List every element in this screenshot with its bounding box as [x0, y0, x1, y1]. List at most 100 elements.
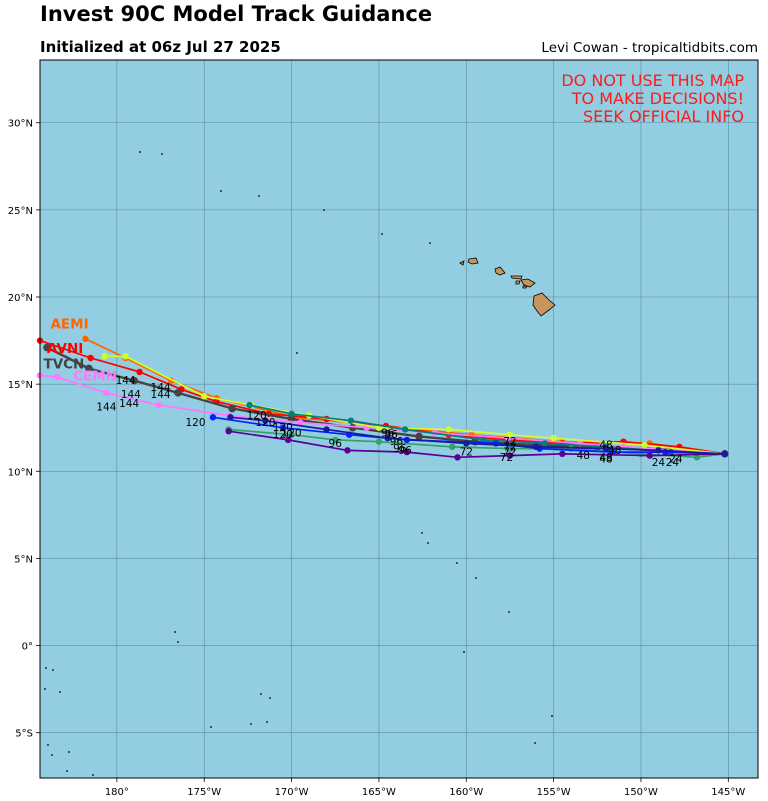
- track-point: [454, 454, 461, 461]
- forecast-hour-label: 144: [151, 389, 171, 401]
- island-molokai: [510, 275, 523, 280]
- forecast-hour-label: 96: [393, 443, 407, 455]
- track-point: [506, 452, 514, 459]
- atoll-dot: [475, 577, 477, 579]
- track-point: [262, 417, 269, 424]
- atoll-dot: [258, 195, 260, 197]
- atoll-dot: [266, 721, 268, 723]
- atoll-dot: [456, 562, 458, 564]
- atoll-dot: [177, 641, 179, 643]
- track-point: [550, 434, 557, 442]
- forecast-hour-label: 144: [151, 382, 171, 394]
- track-point: [297, 419, 304, 426]
- forecast-hour-label: 48: [599, 454, 612, 466]
- forecast-hour-label: 96: [390, 436, 404, 448]
- forecast-hour-label: 96: [329, 438, 343, 450]
- atoll-dot: [59, 691, 61, 693]
- island-kauai: [467, 257, 479, 265]
- atoll-dot: [463, 651, 465, 653]
- atoll-dot: [296, 352, 298, 354]
- track-point: [43, 343, 51, 352]
- track-point: [559, 450, 566, 458]
- atoll-dot: [47, 744, 49, 746]
- atoll-dot: [45, 667, 47, 669]
- model-label-aemi: AEMI: [50, 316, 88, 332]
- gridlines: [40, 60, 758, 778]
- track-point: [82, 335, 89, 343]
- atoll-dot: [269, 697, 271, 699]
- track-point: [85, 364, 93, 373]
- land-layer: [44, 151, 556, 776]
- track-point: [480, 436, 487, 444]
- lat-tick-label: 5°N: [14, 554, 33, 565]
- track-point: [541, 440, 549, 447]
- init-time-subtitle: Initialized at 06z Jul 27 2025: [40, 38, 281, 56]
- small-atolls: [44, 151, 553, 776]
- atoll-dot: [51, 754, 53, 756]
- track-point: [101, 353, 108, 360]
- track-point: [288, 410, 295, 417]
- track-point: [279, 424, 287, 431]
- lon-tick-label: 160°W: [449, 787, 483, 798]
- track-point: [602, 445, 610, 452]
- track-point: [136, 368, 143, 376]
- lon-tick-label: 145°W: [711, 787, 745, 798]
- axis-ticks: 180° 175°W 170°W 165°W 160°W 155°W 150°W 145°W 3…: [8, 119, 746, 798]
- track-point: [103, 389, 110, 397]
- track-point: [155, 401, 162, 409]
- forecast-hour-label: 72: [500, 452, 513, 464]
- atoll-dot: [508, 611, 510, 613]
- atoll-dot: [68, 751, 70, 753]
- atoll-dot: [139, 151, 141, 153]
- forecast-hour-label: 48: [577, 450, 590, 462]
- ocean-background: [40, 60, 758, 778]
- forecast-hour-label: 72: [460, 447, 473, 459]
- track-point: [227, 414, 234, 421]
- model-tracks: [36, 335, 729, 461]
- model-label-avni: AVNI: [47, 341, 83, 357]
- lon-tick-label: 150°W: [624, 787, 658, 798]
- warning-line: DO NOT USE THIS MAP: [561, 71, 744, 90]
- track-point: [54, 373, 61, 381]
- track-point: [87, 354, 94, 362]
- track-blue: [209, 414, 729, 458]
- forecast-hour-label: 120: [185, 417, 205, 429]
- forecast-hour-label: 48: [608, 445, 621, 457]
- lat-tick-label: 25°N: [8, 206, 33, 217]
- island-lanai: [515, 280, 521, 285]
- forecast-hour-label: 144: [116, 375, 136, 387]
- model-label-tvcn: TVCN: [43, 356, 84, 372]
- forecast-hour-label: 120: [255, 417, 275, 429]
- atoll-dot: [174, 631, 176, 633]
- lat-tick-label: 0°: [22, 642, 33, 653]
- track-point: [463, 440, 470, 447]
- map-title: Invest 90C Model Track Guidance: [40, 2, 433, 26]
- lat-tick-label: 10°N: [8, 467, 33, 478]
- warning-line: TO MAKE DECISIONS!: [571, 89, 744, 108]
- atoll-dot: [551, 715, 553, 717]
- atoll-dot: [220, 190, 222, 192]
- track-point: [174, 389, 182, 397]
- lat-tick-label: 20°N: [8, 293, 33, 304]
- forecast-hour-label: 72: [503, 441, 516, 453]
- track-point: [347, 417, 355, 424]
- atoll-dot: [92, 774, 94, 776]
- track-point: [348, 423, 357, 432]
- forecast-hour-label: 120: [273, 429, 293, 441]
- lon-tick-label: 155°W: [537, 787, 571, 798]
- track-point: [609, 448, 617, 456]
- track-point: [506, 431, 514, 438]
- island-kahoolawe: [522, 285, 528, 289]
- forecast-hour-label: 144: [96, 401, 116, 413]
- forecast-hour-label: 48: [599, 452, 612, 464]
- credit-text: Levi Cowan - tropicaltidbits.com: [541, 40, 758, 56]
- lat-tick-label: 5°S: [15, 729, 33, 740]
- track-point: [288, 431, 295, 438]
- track-point: [693, 454, 701, 461]
- track-point: [384, 434, 391, 442]
- track-point: [646, 452, 653, 459]
- track-point: [122, 353, 129, 360]
- forecast-hour-label: 144: [119, 398, 139, 410]
- track-point: [449, 443, 456, 451]
